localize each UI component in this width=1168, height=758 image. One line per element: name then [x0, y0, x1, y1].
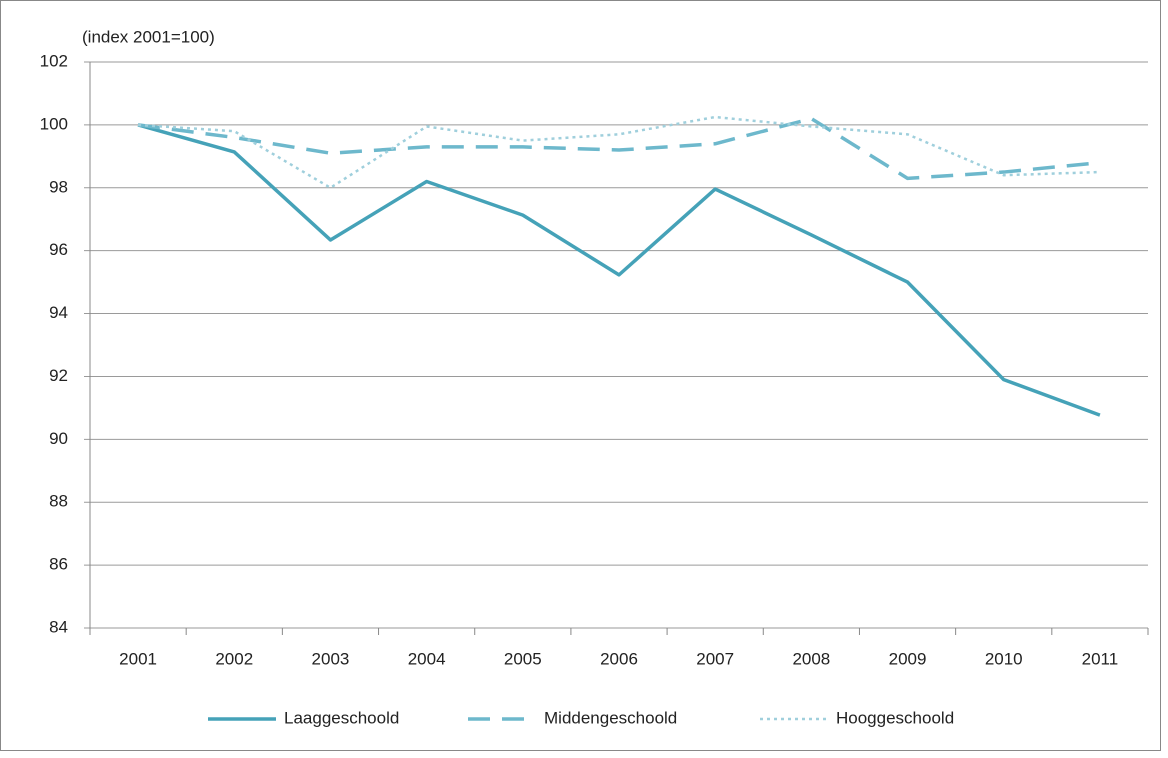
- x-tick-label: 2009: [889, 649, 927, 668]
- legend-label: Hooggeschoold: [836, 708, 954, 727]
- x-tick-label: 2001: [119, 649, 157, 668]
- y-tick-label: 92: [49, 366, 68, 385]
- x-tick-label: 2003: [312, 649, 350, 668]
- series-line: [137, 123, 1101, 417]
- series-line: [138, 115, 1100, 190]
- x-tick-label: 2010: [985, 649, 1023, 668]
- x-tick-label: 2007: [696, 649, 734, 668]
- y-tick-label: 102: [40, 51, 68, 70]
- y-tick-label: 96: [49, 240, 68, 259]
- y-tick-label: 100: [40, 114, 68, 133]
- y-tick-label: 90: [49, 429, 68, 448]
- y-tick-label: 86: [49, 555, 68, 574]
- x-tick-label: 2006: [600, 649, 638, 668]
- x-tick-label: 2011: [1082, 649, 1119, 668]
- y-tick-label: 88: [49, 492, 68, 511]
- legend-label: Laaggeschoold: [284, 708, 399, 727]
- x-tick-label: 2008: [792, 649, 830, 668]
- x-tick-label: 2004: [408, 649, 446, 668]
- y-tick-label: 84: [49, 617, 68, 636]
- series-line: [137, 116, 1101, 181]
- x-tick-label: 2002: [215, 649, 253, 668]
- y-unit-label: (index 2001=100): [82, 27, 215, 46]
- x-tick-label: 2005: [504, 649, 542, 668]
- y-tick-label: 94: [49, 303, 68, 322]
- legend-label: Middengeschoold: [544, 708, 677, 727]
- y-tick-label: 98: [49, 177, 68, 196]
